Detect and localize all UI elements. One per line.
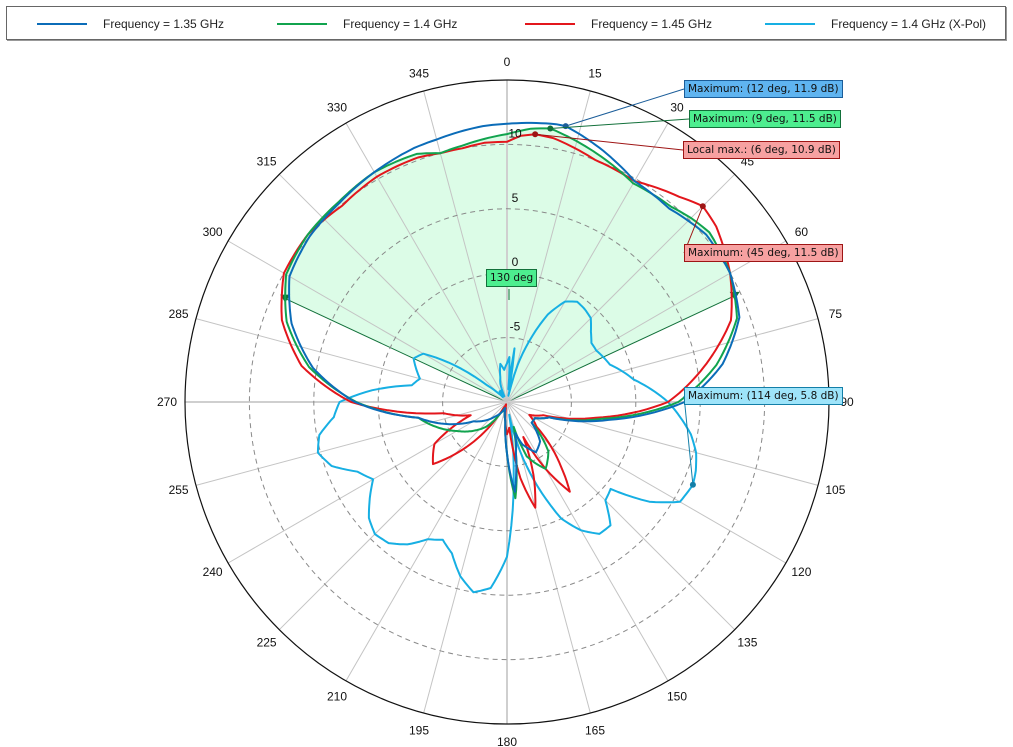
angle-label-240: 240 (203, 565, 223, 579)
beamwidth-edge (506, 295, 735, 403)
pattern-curves (280, 121, 741, 594)
angle-label-225: 225 (257, 635, 277, 649)
spoke-120 (506, 401, 787, 564)
spoke-285 (195, 318, 508, 403)
marker-annotation[interactable]: Maximum: (114 deg, 5.8 dB) (684, 387, 843, 405)
angle-label-180: 180 (497, 735, 517, 747)
legend-swatch (277, 23, 327, 25)
marker-annotation[interactable]: Maximum: (45 deg, 11.5 dB) (684, 244, 843, 262)
angle-label-345: 345 (409, 67, 429, 81)
radial-label--5: -5 (510, 320, 521, 334)
spoke-300 (227, 240, 508, 403)
spoke-210 (345, 401, 508, 682)
beamwidth-label[interactable]: 130 deg (486, 269, 538, 287)
legend-swatch (37, 23, 87, 25)
angle-label-120: 120 (791, 565, 811, 579)
angle-label-270: 270 (157, 395, 177, 409)
leader-line (683, 395, 694, 485)
spoke-345 (423, 90, 508, 403)
spoke-150 (506, 401, 669, 682)
marker-annotation[interactable]: Maximum: (9 deg, 11.5 dB) (689, 110, 841, 128)
axis-labels: 0153045607590105120135150165180195210225… (157, 55, 854, 747)
legend-label: Frequency = 1.45 GHz (591, 17, 713, 31)
angle-label-15: 15 (588, 67, 602, 81)
marker-annotation[interactable]: Local max.: (6 deg, 10.9 dB) (683, 141, 840, 159)
angle-label-90: 90 (840, 395, 854, 409)
legend-swatch (525, 23, 575, 25)
spoke-135 (506, 401, 736, 631)
beamwidth-area (285, 128, 735, 402)
spoke-60 (506, 240, 787, 403)
leader-line (550, 118, 690, 129)
legend-label: Frequency = 1.4 GHz (X-Pol) (831, 17, 987, 31)
angle-label-60: 60 (795, 225, 809, 239)
marker-dot (547, 125, 554, 132)
curve-3 (316, 300, 698, 594)
ring--5 (442, 337, 572, 467)
spoke-315 (278, 173, 508, 403)
spoke-75 (506, 318, 819, 403)
angle-label-255: 255 (169, 483, 189, 497)
spoke-330 (345, 122, 508, 403)
angle-label-330: 330 (327, 101, 347, 115)
spoke-45 (506, 173, 736, 403)
marker-dot (562, 123, 569, 130)
angle-label-30: 30 (670, 101, 684, 115)
beamwidth-edge (284, 298, 508, 403)
radial-label-10: 10 (508, 126, 522, 140)
legend-swatch (765, 23, 815, 25)
marker-dot (689, 481, 696, 488)
legend-item-xpol[interactable]: Frequency = 1.4 GHz (X-Pol) (765, 7, 986, 41)
angle-label-315: 315 (257, 155, 277, 169)
spoke-105 (506, 401, 819, 486)
spoke-225 (278, 401, 508, 631)
chart-legend: Frequency = 1.35 GHz Frequency = 1.4 GHz… (6, 6, 1006, 40)
spoke-195 (423, 401, 508, 714)
angle-label-75: 75 (829, 307, 843, 321)
angle-label-285: 285 (169, 307, 189, 321)
legend-item-1-45ghz[interactable]: Frequency = 1.45 GHz (525, 7, 712, 41)
leader-line (535, 133, 684, 151)
angle-label-105: 105 (825, 483, 845, 497)
radial-label-0: 0 (512, 255, 519, 269)
angle-label-210: 210 (327, 689, 347, 703)
spoke-255 (195, 401, 508, 486)
leader-line (565, 88, 685, 127)
legend-label: Frequency = 1.4 GHz (343, 17, 458, 31)
radial-label-5: 5 (512, 191, 519, 205)
marker-annotation[interactable]: Maximum: (12 deg, 11.9 dB) (684, 80, 843, 98)
angle-label-0: 0 (504, 55, 511, 69)
angle-label-165: 165 (585, 723, 605, 737)
spoke-15 (506, 90, 591, 403)
legend-item-1-4ghz[interactable]: Frequency = 1.4 GHz (277, 7, 457, 41)
angle-label-150: 150 (667, 689, 687, 703)
curve-0 (288, 121, 741, 493)
spoke-240 (227, 401, 508, 564)
marker-dot (699, 203, 706, 210)
marker-dot (532, 131, 539, 138)
legend-item-1-35ghz[interactable]: Frequency = 1.35 GHz (37, 7, 224, 41)
angle-label-135: 135 (737, 635, 757, 649)
angle-label-300: 300 (203, 225, 223, 239)
legend-label: Frequency = 1.35 GHz (103, 17, 225, 31)
spoke-30 (506, 122, 669, 403)
angle-label-195: 195 (409, 723, 429, 737)
